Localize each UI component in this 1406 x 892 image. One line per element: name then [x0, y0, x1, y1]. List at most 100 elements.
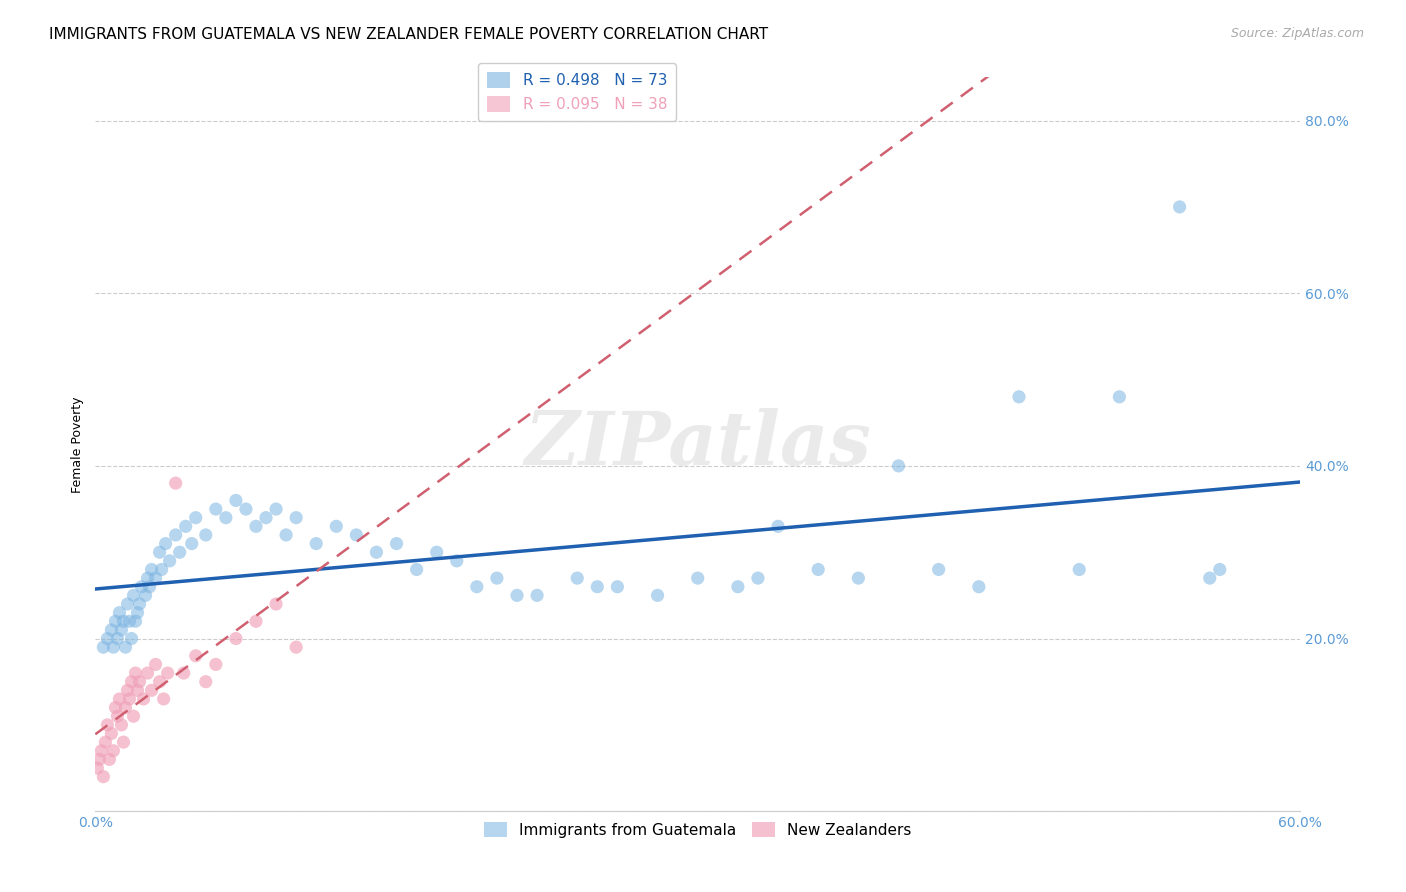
Point	[586, 580, 609, 594]
Point	[159, 554, 181, 568]
Point	[174, 519, 197, 533]
Point	[118, 692, 141, 706]
Point	[90, 744, 112, 758]
Point	[110, 623, 132, 637]
Point	[1198, 571, 1220, 585]
Point	[150, 562, 173, 576]
Point	[98, 752, 121, 766]
Point	[567, 571, 589, 585]
Point	[117, 597, 139, 611]
Point	[145, 657, 167, 672]
Point	[807, 562, 830, 576]
Point	[165, 528, 187, 542]
Point	[264, 597, 287, 611]
Point	[122, 709, 145, 723]
Point	[205, 657, 228, 672]
Point	[136, 571, 159, 585]
Point	[86, 761, 108, 775]
Point	[305, 536, 328, 550]
Point	[325, 519, 347, 533]
Point	[110, 718, 132, 732]
Point	[205, 502, 228, 516]
Point	[165, 476, 187, 491]
Point	[1069, 562, 1091, 576]
Point	[141, 683, 163, 698]
Point	[145, 571, 167, 585]
Point	[127, 683, 149, 698]
Point	[245, 614, 267, 628]
Point	[108, 692, 131, 706]
Point	[1209, 562, 1232, 576]
Point	[152, 692, 174, 706]
Point	[93, 640, 115, 655]
Point	[149, 674, 172, 689]
Point	[122, 588, 145, 602]
Point	[928, 562, 950, 576]
Point	[485, 571, 508, 585]
Point	[194, 674, 217, 689]
Point	[274, 528, 297, 542]
Point	[235, 502, 257, 516]
Point	[967, 580, 990, 594]
Point	[100, 726, 122, 740]
Point	[107, 709, 129, 723]
Point	[155, 536, 177, 550]
Point	[385, 536, 408, 550]
Point	[131, 580, 153, 594]
Point	[124, 666, 146, 681]
Point	[89, 752, 111, 766]
Point	[149, 545, 172, 559]
Point	[121, 674, 143, 689]
Point	[606, 580, 628, 594]
Point	[1108, 390, 1130, 404]
Point	[264, 502, 287, 516]
Point	[1168, 200, 1191, 214]
Point	[405, 562, 427, 576]
Point	[245, 519, 267, 533]
Point	[141, 562, 163, 576]
Point	[180, 536, 202, 550]
Point	[173, 666, 195, 681]
Point	[285, 510, 308, 524]
Point	[506, 588, 529, 602]
Point	[124, 614, 146, 628]
Point	[156, 666, 179, 681]
Point	[135, 588, 157, 602]
Point	[766, 519, 789, 533]
Point	[647, 588, 669, 602]
Point	[184, 648, 207, 663]
Legend: Immigrants from Guatemala, New Zealanders: Immigrants from Guatemala, New Zealander…	[478, 815, 918, 844]
Point	[104, 700, 127, 714]
Point	[112, 614, 135, 628]
Point	[285, 640, 308, 655]
Point	[118, 614, 141, 628]
Point	[344, 528, 367, 542]
Point	[727, 580, 749, 594]
Point	[103, 744, 125, 758]
Point	[465, 580, 488, 594]
Point	[117, 683, 139, 698]
Point	[114, 700, 136, 714]
Point	[114, 640, 136, 655]
Point	[225, 493, 247, 508]
Point	[128, 674, 150, 689]
Point	[747, 571, 769, 585]
Point	[526, 588, 548, 602]
Point	[215, 510, 238, 524]
Point	[100, 623, 122, 637]
Point	[446, 554, 468, 568]
Point	[94, 735, 117, 749]
Point	[103, 640, 125, 655]
Text: IMMIGRANTS FROM GUATEMALA VS NEW ZEALANDER FEMALE POVERTY CORRELATION CHART: IMMIGRANTS FROM GUATEMALA VS NEW ZEALAND…	[49, 27, 768, 42]
Point	[107, 632, 129, 646]
Point	[366, 545, 388, 559]
Point	[128, 597, 150, 611]
Point	[254, 510, 277, 524]
Point	[104, 614, 127, 628]
Text: Source: ZipAtlas.com: Source: ZipAtlas.com	[1230, 27, 1364, 40]
Point	[96, 632, 118, 646]
Point	[184, 510, 207, 524]
Point	[132, 692, 155, 706]
Point	[108, 606, 131, 620]
Point	[887, 458, 910, 473]
